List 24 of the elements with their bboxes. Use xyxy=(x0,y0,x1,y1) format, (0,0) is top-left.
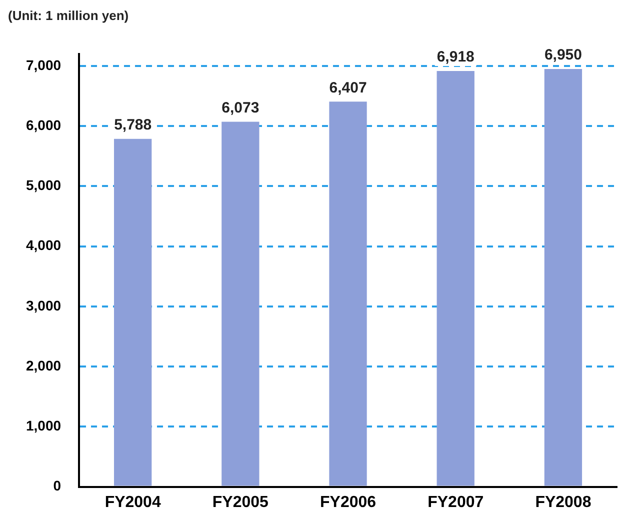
bar xyxy=(544,69,582,486)
y-tick-label: 4,000 xyxy=(26,237,62,254)
y-tick-label: 3,000 xyxy=(26,297,62,314)
x-tick-label: FY2008 xyxy=(535,494,592,511)
data-label: 6,950 xyxy=(544,46,582,64)
x-tick-label: FY2006 xyxy=(320,494,376,511)
y-axis-title: (Unit: 1 million yen) xyxy=(8,8,130,24)
y-tick-label: 6,000 xyxy=(26,116,62,133)
data-label: 6,407 xyxy=(329,79,367,96)
y-tick-label: 2,000 xyxy=(26,357,62,374)
data-label: 6,073 xyxy=(222,99,260,116)
y-tick-label: 5,000 xyxy=(26,177,62,194)
y-tick-label: 1,000 xyxy=(26,418,62,434)
bar xyxy=(436,70,474,486)
bar xyxy=(329,102,367,486)
y-tick-label: 7,000 xyxy=(26,56,62,73)
bar xyxy=(114,138,152,486)
data-label: 5,788 xyxy=(114,116,152,134)
x-tick-label: FY2007 xyxy=(428,494,484,511)
x-tick-label: FY2005 xyxy=(212,494,269,511)
bar xyxy=(222,122,260,486)
x-tick-label: FY2004 xyxy=(104,494,161,511)
data-label: 6,918 xyxy=(436,48,474,66)
y-tick-label: 0 xyxy=(53,478,62,494)
